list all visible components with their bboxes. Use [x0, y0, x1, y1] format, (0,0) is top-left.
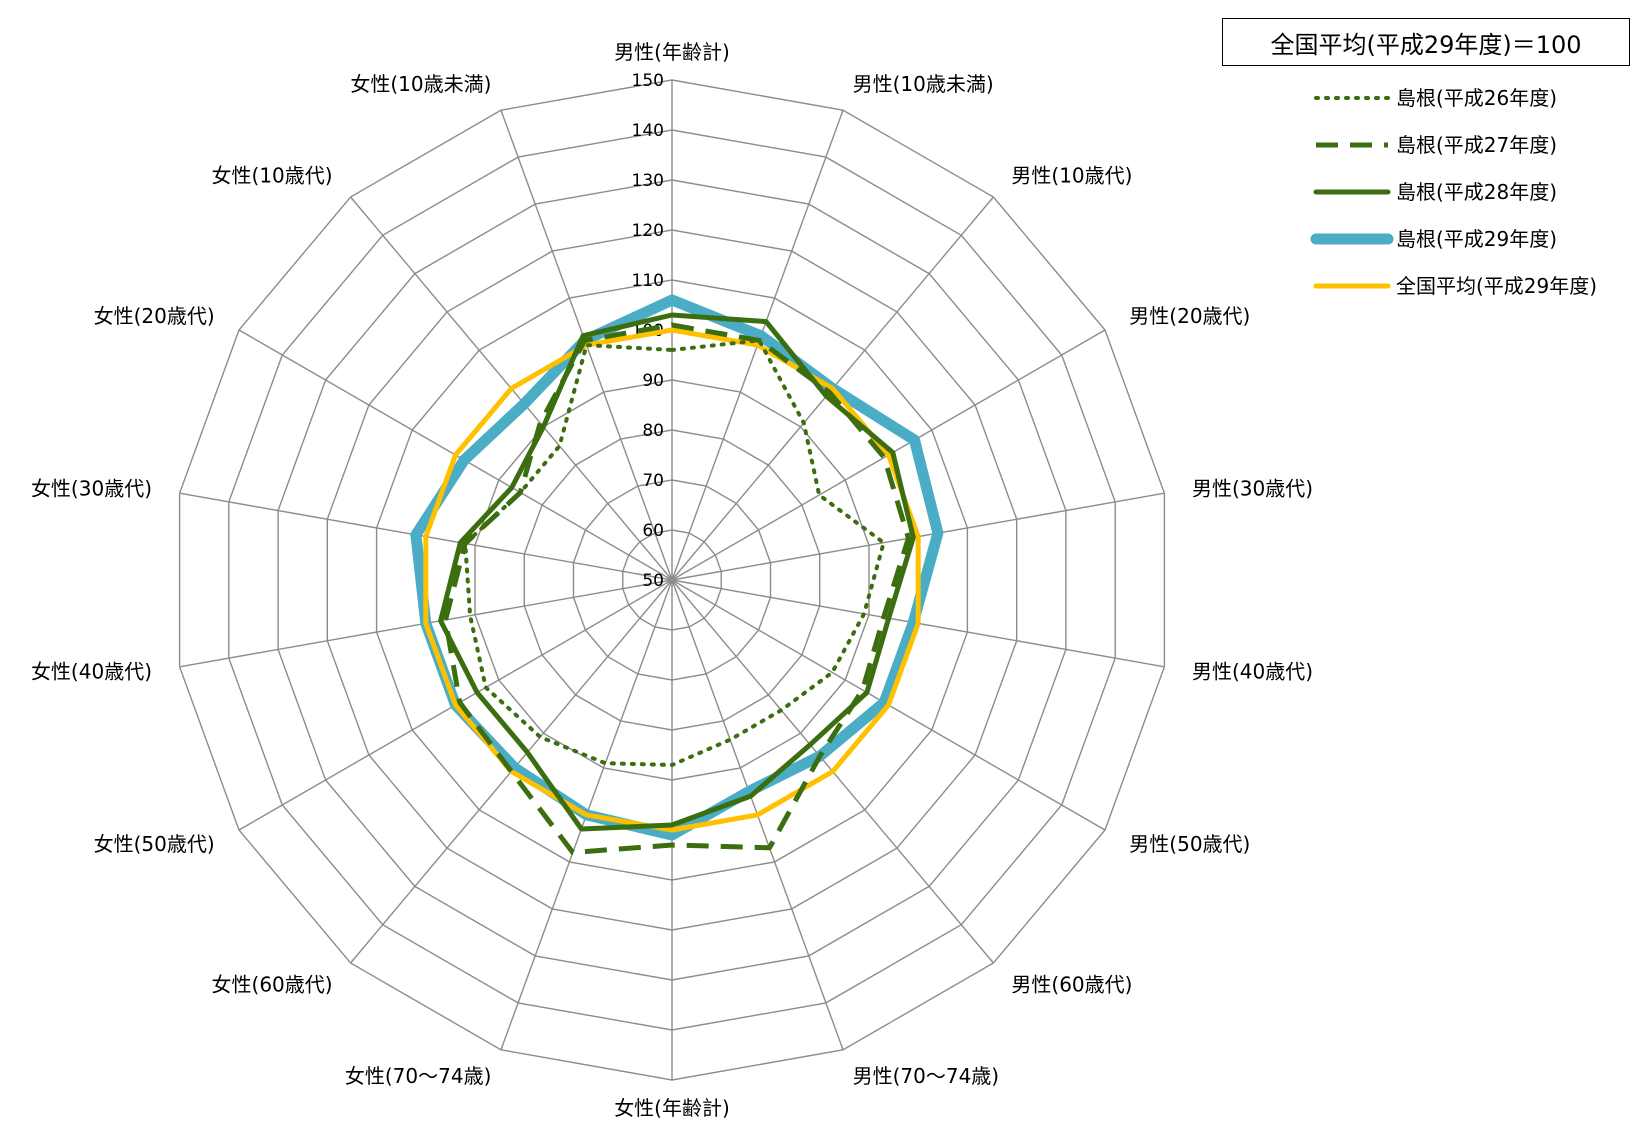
tick-label: 90	[642, 371, 664, 391]
tick-label: 80	[642, 421, 664, 441]
tick-label: 70	[642, 471, 664, 491]
legend: 島根(平成26年度) 島根(平成27年度) 島根(平成28年度) 島根(平成29年度)…	[1310, 86, 1597, 298]
tick-label: 140	[632, 121, 664, 141]
series-line-3	[410, 294, 944, 841]
category-label: 男性(年齢計)	[614, 40, 730, 64]
baseline-note: 全国平均(平成29年度)＝100	[1222, 18, 1630, 66]
legend-label: 島根(平成27年度)	[1396, 133, 1557, 157]
series-line-4	[423, 327, 921, 833]
tick-label: 120	[632, 221, 664, 241]
category-label: 男性(60歳代)	[1011, 973, 1132, 997]
category-label: 女性(40歳代)	[31, 660, 152, 684]
category-label: 男性(20歳代)	[1129, 304, 1250, 328]
series-line-2	[438, 312, 916, 832]
category-label: 男性(30歳代)	[1192, 476, 1313, 500]
legend-label: 島根(平成26年度)	[1396, 86, 1557, 110]
category-label: 男性(10歳代)	[1011, 164, 1132, 188]
tick-label: 110	[632, 271, 664, 291]
category-label: 男性(10歳未満)	[853, 72, 994, 96]
category-label: 女性(10歳代)	[212, 164, 333, 188]
series-lines	[410, 294, 944, 855]
category-label: 女性(20歳代)	[94, 304, 215, 328]
category-label: 男性(70～74歳)	[853, 1064, 1000, 1088]
tick-label: 50	[642, 571, 664, 591]
category-label: 男性(50歳代)	[1129, 832, 1250, 856]
legend-label: 全国平均(平成29年度)	[1396, 274, 1597, 298]
tick-label: 60	[642, 521, 664, 541]
category-label: 女性(50歳代)	[94, 832, 215, 856]
tick-label: 150	[632, 71, 664, 91]
category-label: 女性(30歳代)	[31, 476, 152, 500]
category-label: 女性(60歳代)	[212, 973, 333, 997]
tick-label: 130	[632, 171, 664, 191]
category-labels: 男性(年齢計) 男性(10歳未満) 男性(10歳代) 男性(20歳代) 男性(30歳代)…	[31, 40, 1313, 1120]
series-line-0	[463, 338, 886, 767]
legend-label: 島根(平成28年度)	[1396, 180, 1557, 204]
category-label: 女性(70～74歳)	[345, 1064, 492, 1088]
radar-grid	[178, 79, 1166, 1081]
category-label: 女性(年齢計)	[614, 1096, 730, 1120]
category-label: 男性(40歳代)	[1192, 660, 1313, 684]
legend-label: 島根(平成29年度)	[1396, 227, 1557, 251]
category-label: 女性(10歳未満)	[350, 72, 491, 96]
